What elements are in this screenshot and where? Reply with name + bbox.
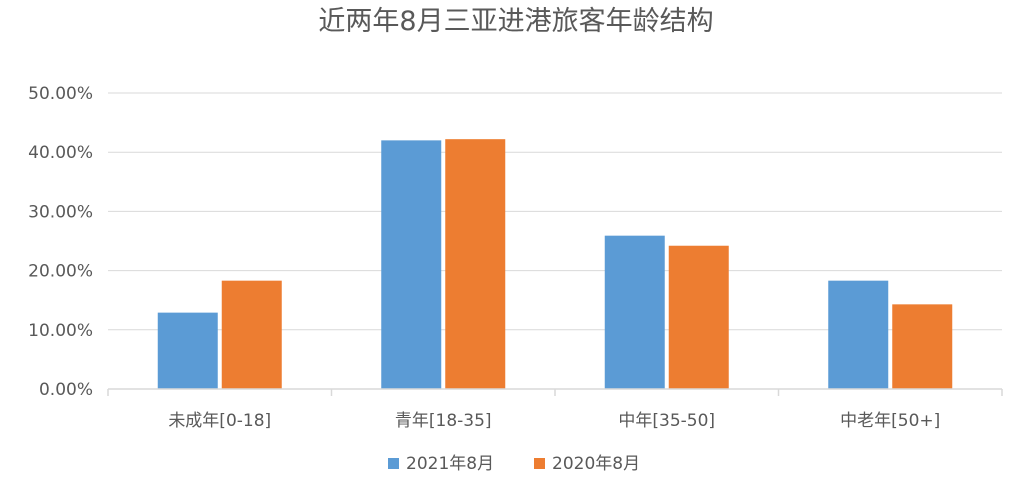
bar (381, 140, 442, 389)
y-tick-label: 20.00% (28, 262, 93, 282)
y-tick-label: 40.00% (28, 143, 93, 163)
x-tick-label: 未成年[0-18] (168, 411, 271, 431)
y-tick-label: 50.00% (28, 84, 93, 104)
y-tick-label: 30.00% (28, 202, 93, 222)
bar (828, 280, 889, 389)
chart-title: 近两年8月三亚进港旅客年龄结构 (318, 6, 714, 37)
bar (668, 245, 729, 389)
bar (157, 312, 218, 389)
x-tick-label: 青年[18-35] (395, 411, 492, 431)
bar (604, 235, 665, 389)
legend-swatch (388, 458, 399, 469)
axes: 0.00% 10.00% 20.00% 30.00% 40.00% 50.00% 未成年[0… (28, 84, 1003, 431)
y-tick-label: 0.00% (39, 380, 93, 400)
bars (157, 139, 953, 389)
legend: 2021年8月 2020年8月 (388, 454, 640, 474)
bar (445, 139, 506, 389)
x-tick-label: 中老年[50+] (840, 411, 940, 431)
legend-label: 2021年8月 (406, 454, 494, 474)
y-tick-label: 10.00% (28, 321, 93, 341)
bar (221, 280, 282, 389)
x-tick-label: 中年[35-50] (618, 411, 715, 431)
legend-label: 2020年8月 (552, 454, 640, 474)
legend-swatch (534, 458, 545, 469)
bar (892, 304, 953, 389)
